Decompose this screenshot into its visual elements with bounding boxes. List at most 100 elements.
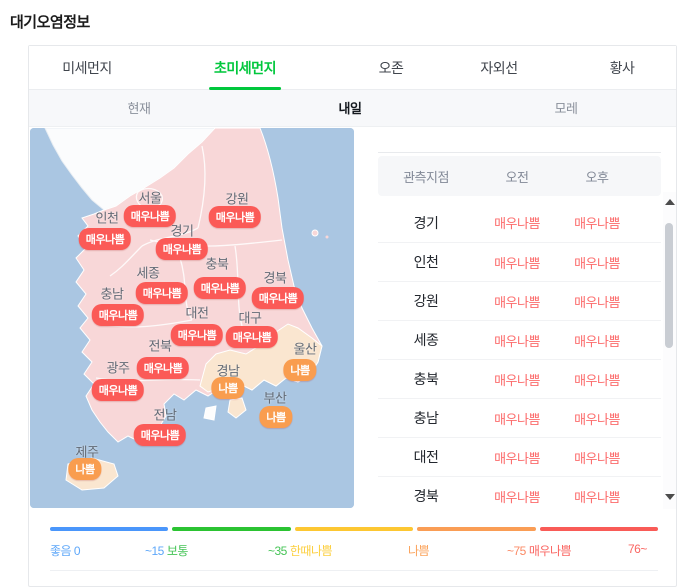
row-pm-value: 매우나쁨 <box>574 333 620 349</box>
legend-seg-normal <box>172 527 291 531</box>
aqi-legend-labels: 좋음 0 ~15 보통 ~35 한때나쁨 나쁨 ~75 매우나쁨 76~ <box>29 542 676 558</box>
row-am-value: 매우나쁨 <box>494 411 540 427</box>
row-station: 세종 <box>413 332 439 348</box>
widget-panel: 미세먼지 초미세먼지 오존 자외선 황사 현재 내일 모레 <box>28 45 677 587</box>
tab-yellow-dust[interactable]: 황사 <box>609 60 635 76</box>
row-pm-value: 매우나쁨 <box>574 216 620 231</box>
row-am-value: 매우나쁨 <box>494 489 540 505</box>
table-scrollbar[interactable] <box>663 192 676 509</box>
status-badge: 매우나쁨 <box>133 424 187 446</box>
row-station: 강원 <box>413 293 439 309</box>
status-badge: 매우나쁨 <box>170 324 224 346</box>
map-label-gyeonggi: 경기 <box>170 223 194 239</box>
row-pm-value: 매우나쁨 <box>574 372 620 388</box>
map-label-chungbuk: 충북 <box>205 256 229 272</box>
legend-label-normal: ~15 보통 <box>145 544 188 558</box>
map-label-seoul: 서울 <box>138 190 162 206</box>
row-pm-value: 매우나쁨 <box>574 450 620 466</box>
row-station: 대전 <box>413 449 439 465</box>
legend-seg-once-bad <box>294 527 414 531</box>
status-badge: 매우나쁨 <box>225 326 279 348</box>
tab-ozone[interactable]: 오존 <box>378 60 404 76</box>
map-label-daejeon: 대전 <box>185 305 209 321</box>
row-station: 충남 <box>413 410 439 426</box>
table-row: 경북 매우나쁨 매우나쁨 <box>378 476 661 508</box>
table-row: 대전 매우나쁨 매우나쁨 <box>378 437 661 476</box>
map-label-jeju: 제주 <box>75 444 99 460</box>
table-header: 관측지점 오전 오후 <box>378 156 661 196</box>
page-title: 대기오염정보 <box>10 14 90 31</box>
day-subtabbar: 현재 내일 모레 <box>29 90 676 127</box>
island-namhae-shape <box>203 405 217 421</box>
map-label-incheon: 인천 <box>95 210 119 226</box>
status-badge: 나쁨 <box>283 359 317 381</box>
row-pm-value: 매우나쁨 <box>574 255 620 271</box>
legend-label-good: 좋음 0 <box>50 544 81 558</box>
pollutant-tabbar: 미세먼지 초미세먼지 오존 자외선 황사 <box>29 46 676 90</box>
row-pm-value: 매우나쁨 <box>574 294 620 310</box>
row-pm-value: 매우나쁨 <box>574 489 620 505</box>
row-station: 인천 <box>413 254 439 270</box>
status-badge: 매우나쁨 <box>123 205 177 227</box>
map-label-jeonnam: 전남 <box>153 407 177 423</box>
table-row: 충남 매우나쁨 매우나쁨 <box>378 398 661 437</box>
row-am-value: 매우나쁨 <box>494 333 540 349</box>
map-label-sejong: 세종 <box>136 265 160 281</box>
row-pm-value: 매우나쁨 <box>574 411 620 427</box>
status-badge: 매우나쁨 <box>91 304 145 326</box>
status-badge: 매우나쁨 <box>251 287 305 309</box>
row-am-value: 매우나쁨 <box>494 255 540 271</box>
col-header-am: 오전 <box>505 169 529 185</box>
map-label-gyeongnam: 경남 <box>216 363 240 379</box>
row-am-value: 매우나쁨 <box>494 216 540 231</box>
korea-map: 서울 강원 인천 경기 세종 충북 경북 충남 대전 대구 전북 울산 광주 경… <box>30 128 354 508</box>
legend-label-bad: 나쁨 <box>408 544 430 558</box>
island-ulleungdo-shape <box>311 229 319 237</box>
legend-label-once-bad: ~35 한때나쁨 <box>268 544 333 558</box>
scroll-up-icon[interactable] <box>664 199 675 205</box>
table-row: 세종 매우나쁨 매우나쁨 <box>378 320 661 359</box>
subtab-tomorrow[interactable]: 내일 <box>338 101 362 116</box>
status-badge: 매우나쁨 <box>155 238 209 260</box>
legend-label-max: 76~ <box>628 542 647 556</box>
island-dokdo-shape <box>325 235 329 239</box>
row-am-value: 매우나쁨 <box>494 450 540 466</box>
map-label-gwangju: 광주 <box>106 360 130 376</box>
map-label-ulsan: 울산 <box>293 341 317 357</box>
legend-seg-bad <box>417 527 536 531</box>
table-row: 강원 매우나쁨 매우나쁨 <box>378 281 661 320</box>
map-label-daegu: 대구 <box>238 310 262 326</box>
aqi-legend-bar <box>50 527 659 531</box>
scroll-down-icon[interactable] <box>664 494 675 500</box>
row-am-value: 매우나쁨 <box>494 294 540 310</box>
status-badge: 나쁨 <box>259 406 293 428</box>
status-badge: 나쁨 <box>211 377 245 399</box>
map-label-gyeongbuk: 경북 <box>263 270 287 286</box>
table-row: 경기 매우나쁨 매우나쁨 <box>378 203 661 242</box>
legend-seg-good <box>50 527 169 531</box>
subtab-today[interactable]: 현재 <box>127 101 151 116</box>
tab-ultrafine-dust[interactable]: 초미세먼지 <box>209 46 281 90</box>
row-station: 충북 <box>413 371 439 387</box>
col-header-pm: 오후 <box>585 169 609 185</box>
col-header-station: 관측지점 <box>403 169 449 185</box>
map-label-jeonbuk: 전북 <box>148 338 172 354</box>
status-badge: 매우나쁨 <box>78 228 132 250</box>
table-row: 충북 매우나쁨 매우나쁨 <box>378 359 661 398</box>
row-am-value: 매우나쁨 <box>494 372 540 388</box>
tab-uv[interactable]: 자외선 <box>480 60 518 76</box>
subtab-day-after[interactable]: 모레 <box>554 101 578 116</box>
tab-fine-dust[interactable]: 미세먼지 <box>62 60 112 76</box>
map-label-gangwon: 강원 <box>225 191 249 207</box>
status-badge: 매우나쁨 <box>136 357 190 379</box>
scrollbar-thumb[interactable] <box>665 223 673 348</box>
status-badge: 매우나쁨 <box>135 282 189 304</box>
map-label-busan: 부산 <box>263 390 287 406</box>
table-row: 인천 매우나쁨 매우나쁨 <box>378 242 661 281</box>
bottom-divider <box>50 570 658 571</box>
status-badge: 매우나쁨 <box>91 379 145 401</box>
status-badge: 나쁨 <box>68 458 102 480</box>
status-badge: 매우나쁨 <box>193 277 247 299</box>
map-label-chungnam: 충남 <box>100 286 124 302</box>
